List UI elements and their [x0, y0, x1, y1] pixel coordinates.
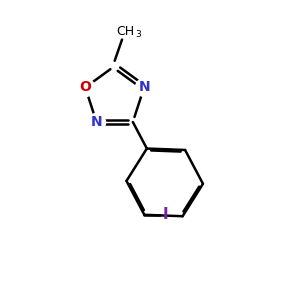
Text: CH: CH: [116, 25, 135, 38]
Text: N: N: [138, 80, 150, 94]
Text: O: O: [79, 80, 91, 94]
Text: 3: 3: [135, 30, 141, 39]
Text: I: I: [162, 207, 168, 222]
Text: N: N: [91, 115, 102, 129]
